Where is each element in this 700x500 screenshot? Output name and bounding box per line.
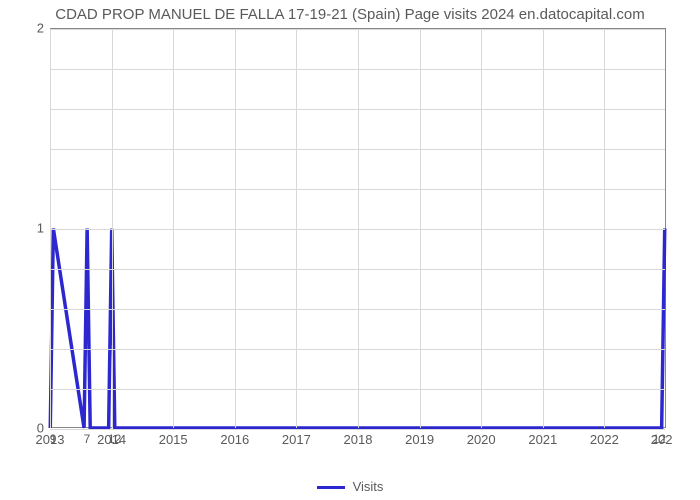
grid-h	[50, 109, 665, 110]
x-tick-label: 2021	[528, 432, 557, 447]
legend: Visits	[0, 479, 700, 494]
grid-h	[50, 309, 665, 310]
x-tick-label: 2019	[405, 432, 434, 447]
x-tick-label: 2017	[282, 432, 311, 447]
grid-h	[50, 69, 665, 70]
x-tick-label: 2016	[220, 432, 249, 447]
data-label: 7	[84, 432, 91, 446]
x-tick-label: 2022	[590, 432, 619, 447]
grid-h	[50, 149, 665, 150]
grid-h	[50, 29, 665, 30]
grid-h	[50, 349, 665, 350]
grid-h	[50, 189, 665, 190]
grid-h	[50, 429, 665, 430]
plot-area	[50, 28, 666, 428]
legend-swatch	[317, 486, 345, 489]
x-tick-label: 2018	[344, 432, 373, 447]
x-tick-label: 2020	[467, 432, 496, 447]
grid-h	[50, 269, 665, 270]
legend-label: Visits	[353, 479, 384, 494]
grid-h	[50, 229, 665, 230]
y-tick-label: 1	[4, 221, 44, 236]
chart-title: CDAD PROP MANUEL DE FALLA 17-19-21 (Spai…	[0, 6, 700, 23]
chart-container: CDAD PROP MANUEL DE FALLA 17-19-21 (Spai…	[0, 0, 700, 500]
data-label: 9	[50, 432, 57, 446]
y-tick-label: 2	[4, 21, 44, 36]
data-label: 12	[653, 432, 666, 446]
grid-h	[50, 389, 665, 390]
data-label: 12	[108, 432, 121, 446]
x-tick-label: 2015	[159, 432, 188, 447]
